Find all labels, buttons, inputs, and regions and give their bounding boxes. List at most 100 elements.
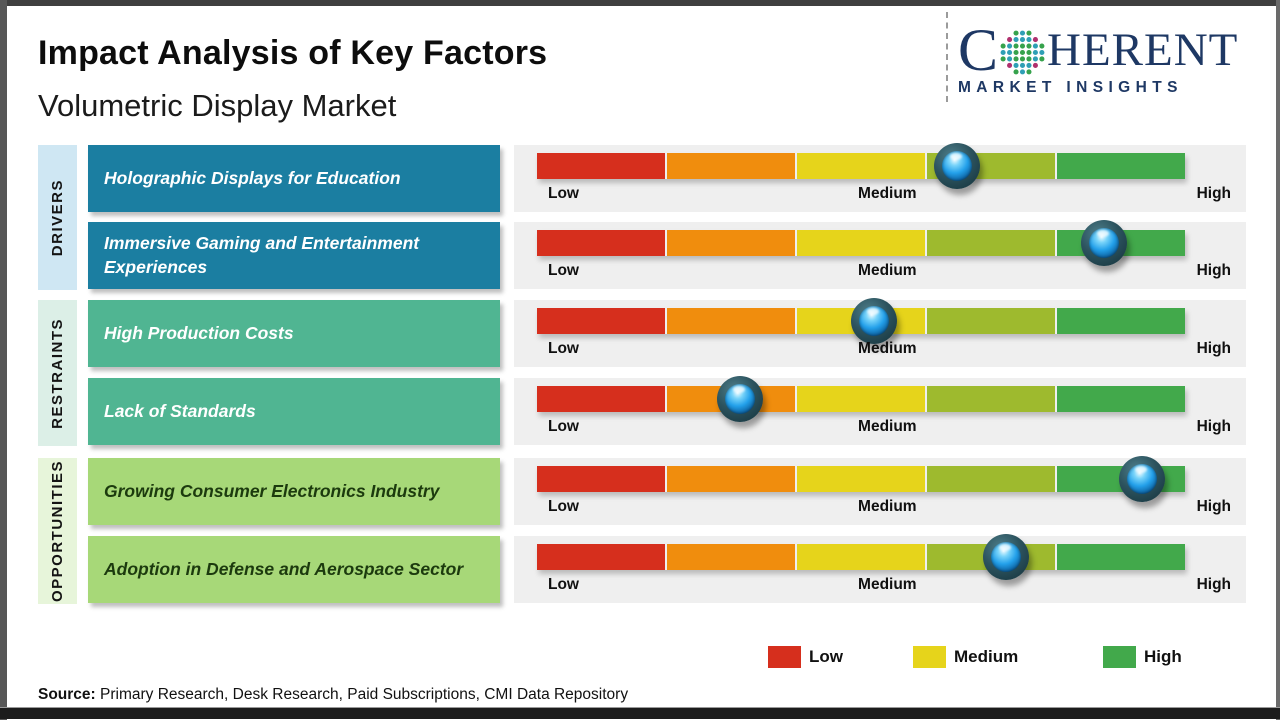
impact-bar-segment (667, 466, 795, 492)
frame-border-right (1276, 0, 1280, 720)
group-label-restraints: RESTRAINTS (49, 317, 66, 429)
legend-item-low: Low (768, 646, 843, 668)
impact-bar-segment (927, 308, 1055, 334)
impact-bar (537, 456, 1185, 502)
factor-box: Immersive Gaming and Entertainment Exper… (88, 222, 500, 289)
group-strip-drivers: DRIVERS (38, 145, 77, 290)
globe-icon (999, 29, 1046, 76)
source-prefix: Source: (38, 686, 96, 703)
impact-bar-segment (1057, 544, 1185, 570)
impact-bar-segment (797, 153, 925, 179)
impact-bar-segment (927, 386, 1055, 412)
factor-label: Growing Consumer Electronics Industry (104, 480, 440, 501)
impact-bar-segment (797, 466, 925, 492)
impact-scale-panel: Low Medium High (514, 220, 1246, 289)
impact-bar (537, 376, 1185, 422)
impact-bar-segment (537, 386, 665, 412)
frame-border-left (0, 0, 7, 720)
impact-bar-segment (1057, 386, 1185, 412)
scale-tick-high: High (1196, 340, 1231, 357)
impact-bar (537, 298, 1185, 344)
scale-tick-medium: Medium (858, 340, 917, 357)
impact-bar-segment (537, 230, 665, 256)
group-label-opportunities: OPPORTUNITIES (49, 459, 66, 602)
scale-tick-low: Low (548, 418, 579, 435)
scale-tick-low: Low (548, 340, 579, 357)
group-strip-restraints: RESTRAINTS (38, 300, 77, 446)
impact-scale-panel: Low Medium High (514, 298, 1246, 367)
source-text: Primary Research, Desk Research, Paid Su… (95, 686, 629, 703)
scale-tick-medium: Medium (858, 576, 917, 593)
legend-item-high: High (1103, 646, 1182, 668)
company-logo: C HERENT MARKET INSIGHTS (958, 17, 1262, 97)
scale-tick-high: High (1196, 498, 1231, 515)
factor-box: High Production Costs (88, 300, 500, 367)
impact-scale-panel: Low Medium High (514, 376, 1246, 445)
impact-marker (716, 376, 763, 422)
scale-tick-medium: Medium (858, 262, 917, 279)
impact-bar-segment (1057, 308, 1185, 334)
legend-swatch-medium (913, 646, 946, 668)
scale-tick-low: Low (548, 498, 579, 515)
source-note: Source: Primary Research, Desk Research,… (38, 686, 628, 704)
impact-bar-segment (667, 153, 795, 179)
factor-label: Adoption in Defense and Aerospace Sector (104, 558, 464, 579)
impact-bar-segment (537, 544, 665, 570)
impact-bar (537, 220, 1185, 266)
scale-tick-high: High (1196, 576, 1231, 593)
impact-scale-panel: Low Medium High (514, 456, 1246, 525)
impact-bar-segment (927, 466, 1055, 492)
factor-label: Lack of Standards (104, 400, 256, 421)
scale-tick-high: High (1196, 418, 1231, 435)
group-strip-opportunities: OPPORTUNITIES (38, 458, 77, 604)
scale-tick-medium: Medium (858, 498, 917, 515)
impact-bar-segment (537, 153, 665, 179)
page-title: Impact Analysis of Key Factors (38, 34, 548, 72)
impact-bar-segment (537, 308, 665, 334)
logo-wordmark: HERENT (1047, 24, 1239, 76)
scale-tick-medium: Medium (858, 185, 917, 202)
impact-bar-segment (667, 544, 795, 570)
scale-tick-low: Low (548, 576, 579, 593)
factor-label: Immersive Gaming and Entertainment Exper… (104, 232, 420, 277)
logo-divider-line (946, 12, 948, 102)
impact-marker (983, 534, 1030, 580)
legend-swatch-high (1103, 646, 1136, 668)
logo-letter-c: C (958, 17, 999, 83)
impact-bar-segment (537, 466, 665, 492)
impact-bar-segment (667, 230, 795, 256)
impact-bar-segment (667, 308, 795, 334)
factor-box: Growing Consumer Electronics Industry (88, 458, 500, 525)
scale-tick-high: High (1196, 185, 1231, 202)
impact-marker (1081, 220, 1127, 266)
impact-bar-segment (797, 230, 925, 256)
factor-box: Holographic Displays for Education (88, 145, 500, 212)
scale-tick-high: High (1196, 262, 1231, 279)
group-label-drivers: DRIVERS (49, 178, 66, 257)
legend-label-low: Low (809, 647, 843, 666)
impact-marker (933, 143, 980, 189)
scale-tick-low: Low (548, 262, 579, 279)
logo-tagline: MARKET INSIGHTS (958, 79, 1183, 96)
impact-bar (537, 143, 1185, 189)
frame-border-top (0, 0, 1280, 6)
scale-tick-low: Low (548, 185, 579, 202)
legend-item-medium: Medium (913, 646, 1018, 668)
factor-box: Lack of Standards (88, 378, 500, 445)
scale-tick-medium: Medium (858, 418, 917, 435)
impact-bar (537, 534, 1185, 580)
impact-bar-segment (797, 544, 925, 570)
impact-bar-segment (927, 230, 1055, 256)
frame-border-bottom (0, 707, 1280, 719)
impact-scale-panel: Low Medium High (514, 143, 1246, 212)
legend-label-medium: Medium (954, 647, 1019, 666)
factor-box: Adoption in Defense and Aerospace Sector (88, 536, 500, 603)
factor-label: Holographic Displays for Education (104, 167, 401, 188)
impact-marker (1119, 456, 1166, 502)
legend-swatch-low (768, 646, 801, 668)
impact-bar-segment (797, 386, 925, 412)
impact-scale-panel: Low Medium High (514, 534, 1246, 603)
page-subtitle: Volumetric Display Market (38, 88, 397, 123)
legend-label-high: High (1144, 647, 1182, 666)
